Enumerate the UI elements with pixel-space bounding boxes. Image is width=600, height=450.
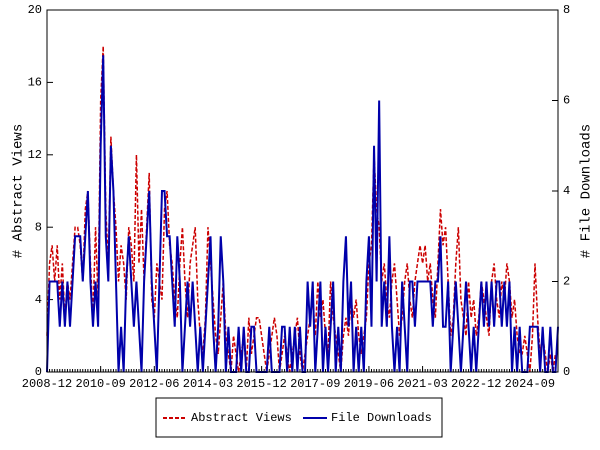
plot-area: [46, 9, 559, 373]
x-tick-label: 2012-06: [129, 377, 179, 391]
y-tick-label: 20: [28, 3, 42, 17]
x-tick-label: 2014-03: [183, 377, 233, 391]
y2-tick-label: 4: [563, 184, 570, 198]
y-tick-label: 8: [35, 220, 42, 234]
legend: [155, 397, 443, 438]
y-axis-label: # Abstract Views: [11, 124, 27, 258]
x-tick-label: 2024-09: [505, 377, 555, 391]
x-tick-label: 2010-09: [75, 377, 125, 391]
y-tick-label: 4: [35, 293, 42, 307]
plot-border: [46, 9, 559, 373]
x-tick-label: 2021-03: [397, 377, 447, 391]
x-tick-label: 2022-12: [451, 377, 501, 391]
x-tick-label: 2019-06: [344, 377, 394, 391]
y2-tick-label: 6: [563, 94, 570, 108]
y2-axis-label: # File Downloads: [579, 124, 595, 258]
y-tick-label: 0: [35, 365, 42, 379]
x-tick-label: 2017-09: [290, 377, 340, 391]
y2-tick-label: 0: [563, 365, 570, 379]
y-tick-label: 12: [28, 148, 42, 162]
y-tick-label: 16: [28, 76, 42, 90]
x-tick-label: 2008-12: [22, 377, 72, 391]
y2-tick-label: 2: [563, 275, 570, 289]
legend-label: Abstract Views: [191, 411, 292, 425]
y2-tick-label: 8: [563, 3, 570, 17]
legend-label: File Downloads: [331, 411, 432, 425]
x-tick-label: 2015-12: [236, 377, 286, 391]
